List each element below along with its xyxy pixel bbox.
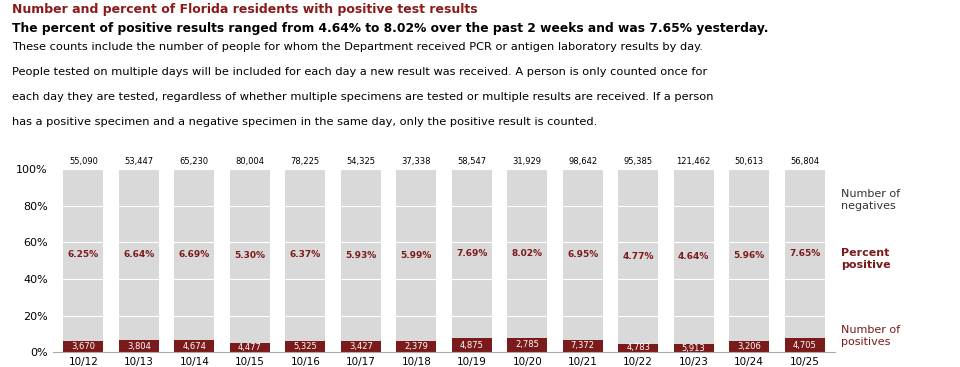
Text: 5.96%: 5.96% <box>733 251 765 259</box>
Text: 4,477: 4,477 <box>238 343 262 352</box>
Text: 4,875: 4,875 <box>460 341 484 350</box>
Text: 7.69%: 7.69% <box>456 249 488 258</box>
Bar <box>784 338 825 352</box>
Bar <box>175 169 214 340</box>
Bar <box>63 169 104 341</box>
Text: 65,230: 65,230 <box>180 157 209 166</box>
Text: 4,705: 4,705 <box>793 341 817 350</box>
Bar <box>119 340 158 352</box>
Bar <box>175 340 214 352</box>
Text: 6.25%: 6.25% <box>68 250 99 259</box>
Text: 6.37%: 6.37% <box>290 250 321 259</box>
Text: 55,090: 55,090 <box>69 157 98 166</box>
Text: 5,325: 5,325 <box>294 342 317 351</box>
Text: The percent of positive results ranged from 4.64% to 8.02% over the past 2 weeks: The percent of positive results ranged f… <box>12 22 769 35</box>
Text: 50,613: 50,613 <box>734 157 764 166</box>
Text: 4,783: 4,783 <box>626 344 650 352</box>
Text: People tested on multiple days will be included for each day a new result was re: People tested on multiple days will be i… <box>12 67 708 77</box>
Text: 78,225: 78,225 <box>291 157 320 166</box>
Text: 5,913: 5,913 <box>682 344 706 353</box>
Bar <box>452 169 492 338</box>
Bar <box>396 169 436 341</box>
Text: 31,929: 31,929 <box>513 157 541 166</box>
Bar <box>119 169 158 340</box>
Bar <box>618 344 659 352</box>
Text: 95,385: 95,385 <box>624 157 653 166</box>
Bar <box>784 169 825 338</box>
Bar <box>341 341 381 352</box>
Text: 3,427: 3,427 <box>348 342 372 351</box>
Bar <box>229 169 270 343</box>
Bar <box>563 339 603 352</box>
Text: 7,372: 7,372 <box>571 341 595 350</box>
Bar <box>674 344 713 352</box>
Bar <box>396 341 436 352</box>
Text: 5.99%: 5.99% <box>400 251 432 259</box>
Text: 98,642: 98,642 <box>568 157 597 166</box>
Bar <box>730 341 769 352</box>
Bar <box>674 169 713 344</box>
Text: These counts include the number of people for whom the Department received PCR o: These counts include the number of peopl… <box>12 42 704 52</box>
Text: 5.93%: 5.93% <box>346 251 376 259</box>
Text: 4.64%: 4.64% <box>678 252 709 261</box>
Text: Number of
positives: Number of positives <box>841 324 900 347</box>
Text: 58,547: 58,547 <box>457 157 487 166</box>
Bar <box>229 343 270 352</box>
Bar <box>618 169 659 344</box>
Text: 7.65%: 7.65% <box>789 249 820 258</box>
Text: Number of
negatives: Number of negatives <box>841 189 900 211</box>
Bar <box>507 169 547 338</box>
Text: 6.69%: 6.69% <box>179 250 210 259</box>
Text: 2,379: 2,379 <box>404 342 428 351</box>
Text: 53,447: 53,447 <box>124 157 154 166</box>
Text: 2,785: 2,785 <box>516 341 540 349</box>
Text: 8.02%: 8.02% <box>512 249 542 258</box>
Bar <box>285 169 325 341</box>
Text: 4.77%: 4.77% <box>622 252 654 261</box>
Text: 54,325: 54,325 <box>347 157 375 166</box>
Bar <box>563 169 603 339</box>
Bar <box>507 338 547 352</box>
Text: 37,338: 37,338 <box>401 157 431 166</box>
Bar <box>63 341 104 352</box>
Text: 4,674: 4,674 <box>182 342 206 351</box>
Text: Percent
positive: Percent positive <box>841 247 891 270</box>
Bar <box>452 338 492 352</box>
Text: 56,804: 56,804 <box>790 157 819 166</box>
Text: 3,670: 3,670 <box>71 342 95 351</box>
Text: 121,462: 121,462 <box>677 157 710 166</box>
Text: 5.30%: 5.30% <box>234 251 265 260</box>
Bar <box>730 169 769 341</box>
Text: 6.95%: 6.95% <box>567 250 598 259</box>
Text: each day they are tested, regardless of whether multiple specimens are tested or: each day they are tested, regardless of … <box>12 92 714 102</box>
Text: 3,804: 3,804 <box>127 342 151 351</box>
Bar <box>341 169 381 341</box>
Bar <box>285 341 325 352</box>
Text: 3,206: 3,206 <box>737 342 761 351</box>
Text: has a positive specimen and a negative specimen in the same day, only the positi: has a positive specimen and a negative s… <box>12 117 598 127</box>
Text: 6.64%: 6.64% <box>123 250 155 259</box>
Text: 80,004: 80,004 <box>235 157 264 166</box>
Text: Number and percent of Florida residents with positive test results: Number and percent of Florida residents … <box>12 3 478 16</box>
